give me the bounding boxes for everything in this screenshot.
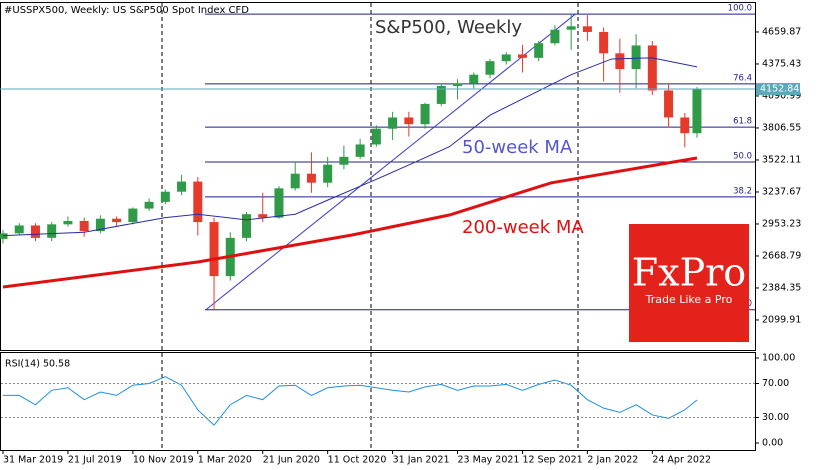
y-tick-label: 70.00 bbox=[762, 378, 789, 389]
period-separators bbox=[161, 3, 579, 450]
candle-body bbox=[0, 233, 8, 239]
rsi-label: RSI(14) 50.58 bbox=[5, 359, 70, 370]
candle-body bbox=[79, 220, 89, 232]
candle-body bbox=[274, 188, 284, 218]
candle-body bbox=[501, 54, 511, 62]
price-panel bbox=[0, 2, 756, 351]
candle-body bbox=[30, 225, 40, 238]
fib-label: 50.0 bbox=[733, 152, 752, 162]
candle-body bbox=[160, 191, 170, 202]
x-tick-label: 1 Mar 2020 bbox=[198, 455, 252, 466]
logo-tagline: Trade Like a Pro bbox=[645, 293, 733, 306]
x-tick-label: 24 Apr 2022 bbox=[652, 455, 711, 466]
candle-body bbox=[355, 144, 365, 157]
x-tick-label: 11 Oct 2020 bbox=[328, 455, 387, 466]
moving-average bbox=[2, 57, 698, 237]
y-tick-label: 0.00 bbox=[762, 437, 783, 448]
y-tick-label: 4090.99 bbox=[762, 90, 801, 101]
x-tick-label: 31 Jan 2021 bbox=[393, 455, 450, 466]
candle-body bbox=[177, 181, 187, 192]
candle-body bbox=[339, 156, 349, 165]
candle-body bbox=[517, 54, 527, 58]
y-tick-label: 3522.11 bbox=[762, 154, 801, 165]
candle-body bbox=[485, 61, 495, 75]
candle-body bbox=[306, 173, 316, 183]
x-tick-label: 23 May 2021 bbox=[458, 455, 520, 466]
candle-body bbox=[388, 117, 398, 129]
candle-body bbox=[209, 222, 219, 277]
candle-body bbox=[47, 224, 57, 238]
y-tick-label: 4659.87 bbox=[762, 26, 801, 37]
fib-label: 76.4 bbox=[733, 73, 752, 83]
fib-label: 61.8 bbox=[733, 117, 752, 127]
y-tick-label: 2099.91 bbox=[762, 314, 801, 325]
candle-body bbox=[63, 220, 73, 225]
candle-body bbox=[599, 31, 609, 54]
candle-body bbox=[258, 214, 268, 218]
rsi-panel bbox=[0, 352, 756, 451]
candle-body bbox=[692, 89, 702, 134]
moving-average bbox=[2, 156, 698, 289]
logo-brand: FxPro bbox=[632, 251, 746, 295]
candle-body bbox=[112, 218, 122, 223]
x-tick-label: 21 Jun 2020 bbox=[263, 455, 320, 466]
candle-body bbox=[193, 181, 203, 223]
candle-body bbox=[664, 90, 674, 118]
chart-title: S&P500, Weekly bbox=[375, 17, 522, 38]
ma-annotation: 50-week MA bbox=[462, 137, 573, 158]
y-tick-label: 2953.23 bbox=[762, 218, 801, 229]
x-tick-label: 2 Jan 2022 bbox=[587, 455, 638, 466]
y-tick-label: 2384.35 bbox=[762, 282, 801, 293]
x-tick-label: 21 Jul 2019 bbox=[68, 455, 122, 466]
y-tick-label: 100.00 bbox=[762, 353, 795, 364]
fib-label: 100.0 bbox=[728, 4, 752, 14]
trendline bbox=[205, 13, 576, 311]
candle-body bbox=[453, 83, 463, 86]
rsi-line bbox=[3, 376, 698, 426]
candle-body bbox=[420, 103, 430, 125]
last-price-tag bbox=[756, 83, 800, 96]
last-price-label: 4152.84 bbox=[760, 84, 799, 95]
candle-body bbox=[680, 117, 690, 134]
y-tick-label: 30.00 bbox=[762, 412, 789, 423]
candle-body bbox=[290, 173, 300, 189]
y-tick-label: 2668.79 bbox=[762, 250, 801, 261]
x-tick-label: 31 Mar 2019 bbox=[3, 455, 63, 466]
candle-body bbox=[241, 214, 251, 238]
candle-body bbox=[404, 117, 414, 125]
candle-body bbox=[95, 218, 105, 232]
chart-header: #USSPX500, Weekly: US S&P500 Spot Index … bbox=[4, 5, 249, 16]
y-tick-label: 3237.67 bbox=[762, 186, 801, 197]
candle-body bbox=[550, 29, 560, 44]
fib-label: 38.2 bbox=[733, 186, 752, 196]
logo-box bbox=[629, 224, 749, 342]
candle-body bbox=[647, 45, 657, 91]
candle-body bbox=[371, 128, 381, 145]
y-tick-label: 3806.55 bbox=[762, 122, 801, 133]
x-tick-label: 12 Sep 2021 bbox=[522, 455, 582, 466]
candle-body bbox=[566, 26, 576, 30]
logo: FxPro Trade Like a Pro bbox=[629, 224, 749, 342]
y-tick-label: 4375.43 bbox=[762, 58, 801, 69]
ma-annotation: 200-week MA bbox=[462, 217, 584, 238]
candle-body bbox=[534, 43, 544, 58]
candle-body bbox=[615, 53, 625, 70]
candle-body bbox=[436, 85, 446, 104]
candle-body bbox=[128, 208, 138, 223]
candle-body bbox=[144, 201, 154, 209]
candle-body bbox=[469, 74, 479, 84]
x-tick-label: 10 Nov 2019 bbox=[133, 455, 194, 466]
candle-body bbox=[582, 26, 592, 32]
candle-body bbox=[631, 45, 641, 70]
candle-body bbox=[14, 225, 24, 234]
candle-body bbox=[323, 164, 333, 183]
